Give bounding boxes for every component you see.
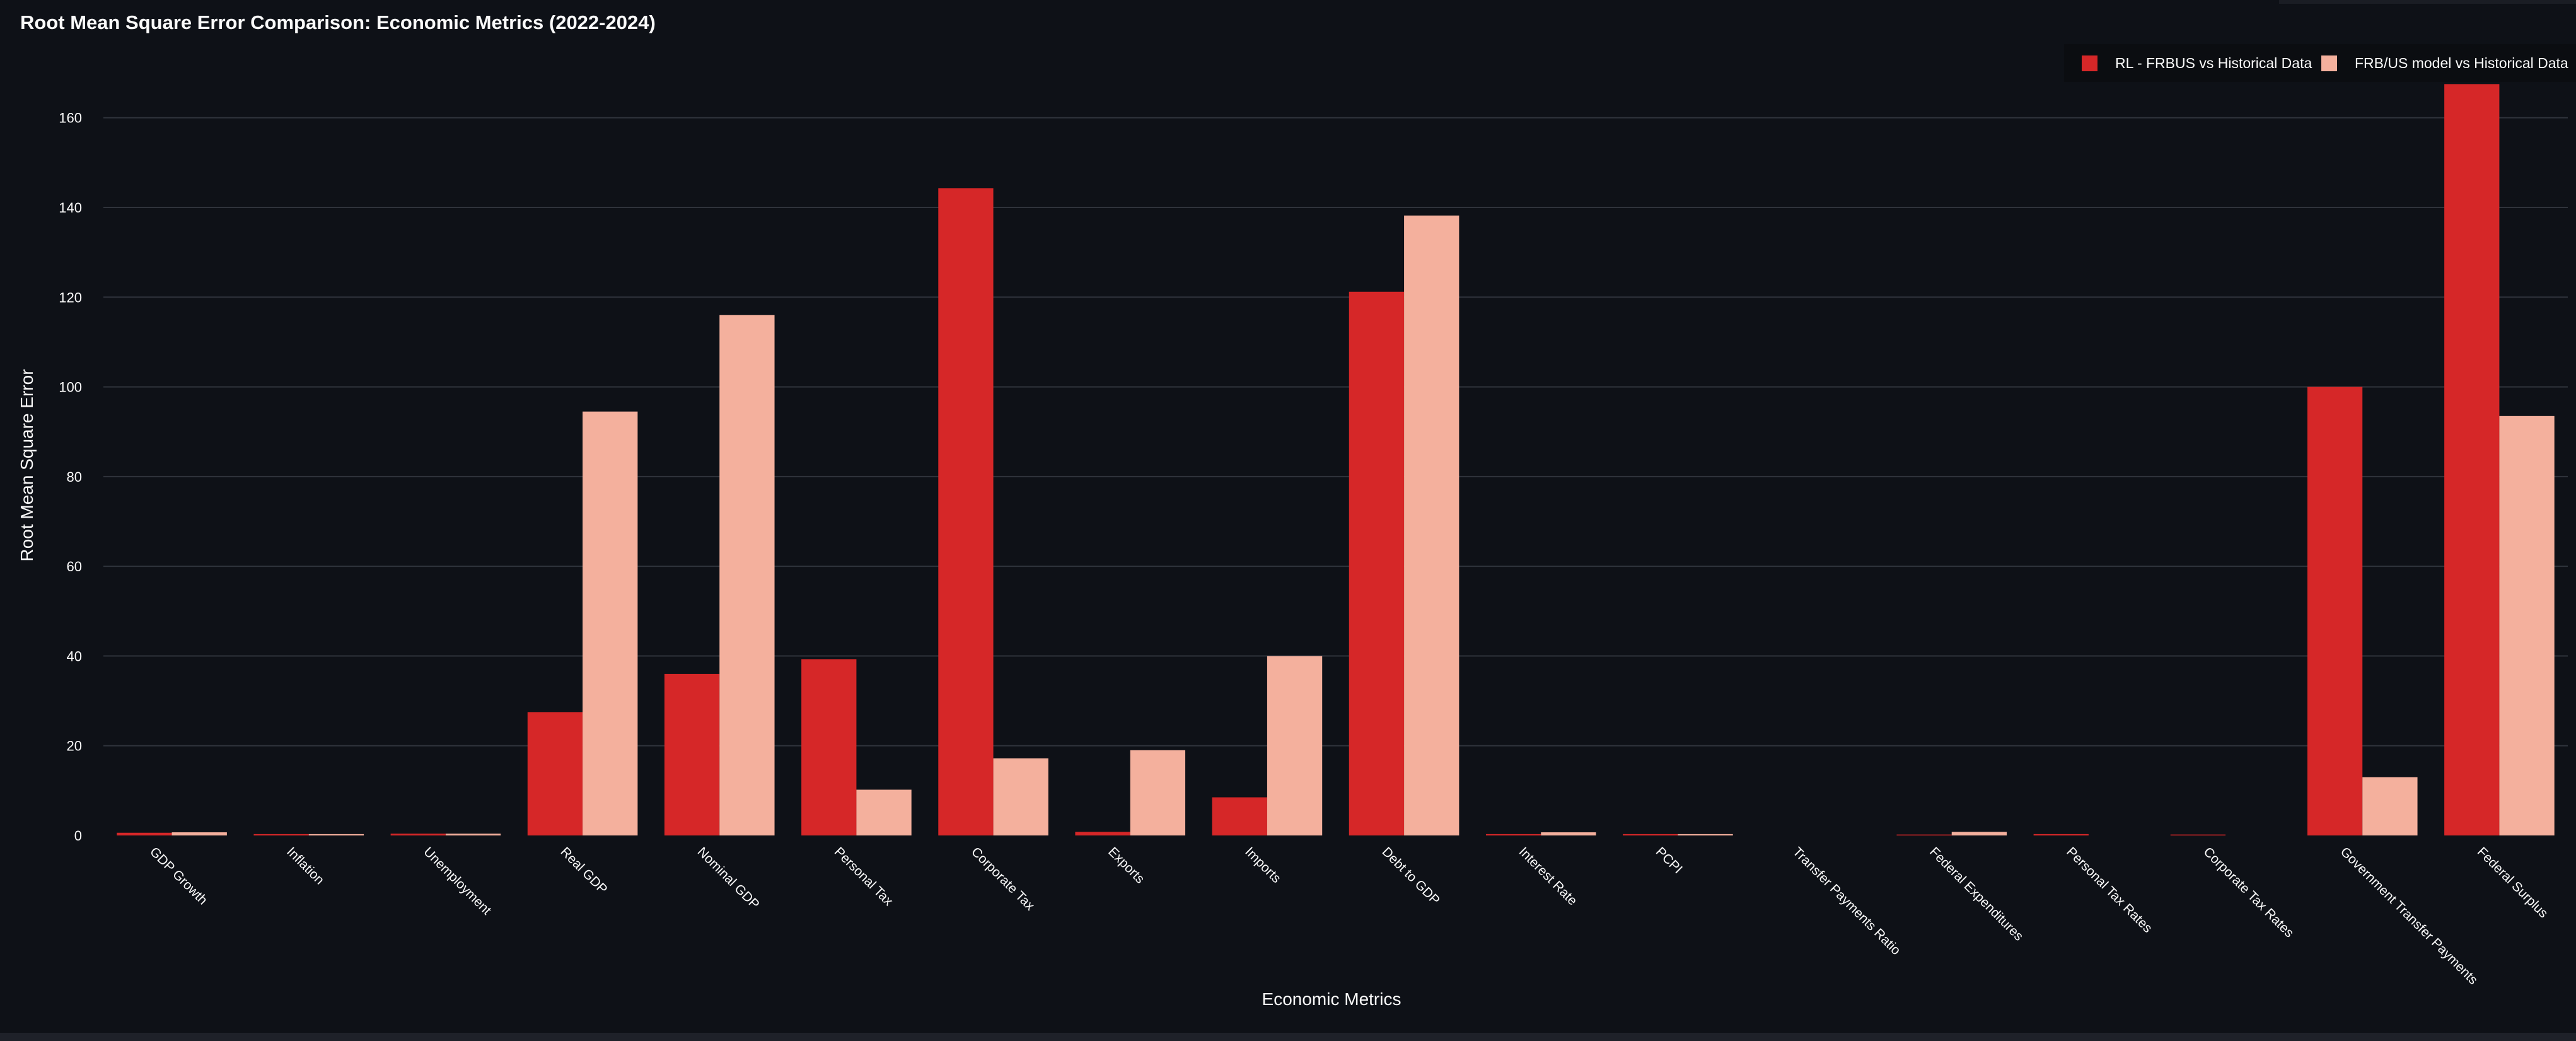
x-tick-label: Government Transfer Payments xyxy=(2338,844,2481,987)
bar-rl-frbus xyxy=(2444,84,2499,835)
bar-rl-frbus xyxy=(1623,834,1678,835)
y-axis-title: Root Mean Square Error xyxy=(17,369,37,561)
x-tick-label: Exports xyxy=(1105,844,1147,887)
bar-rl-frbus xyxy=(253,834,308,835)
x-tick-label: Unemployment xyxy=(421,844,494,917)
x-tick-label: Personal Tax xyxy=(832,844,896,909)
y-tick-label: 40 xyxy=(67,648,82,664)
x-axis-title: Economic Metrics xyxy=(1262,989,1401,1009)
bar-frbus-model xyxy=(719,315,774,835)
x-tick-label: GDP Growth xyxy=(147,844,210,907)
x-tick-label: Imports xyxy=(1242,844,1284,886)
y-tick-label: 60 xyxy=(67,559,82,574)
y-tick-label: 80 xyxy=(67,469,82,485)
x-tick-label: Debt to GDP xyxy=(1379,844,1442,907)
bar-frbus-model xyxy=(2362,777,2417,835)
bar-rl-frbus xyxy=(938,188,993,835)
bar-rl-frbus xyxy=(801,659,856,835)
bar-rl-frbus xyxy=(2307,387,2362,835)
y-tick-label: 0 xyxy=(74,828,82,844)
x-tick-label: Federal Expenditures xyxy=(1927,844,2026,943)
bar-frbus-model xyxy=(994,759,1048,835)
bar-rl-frbus xyxy=(664,674,719,835)
bar-frbus-model xyxy=(1541,832,1596,835)
y-tick-label: 120 xyxy=(59,289,82,305)
bar-frbus-model xyxy=(1267,656,1322,835)
bar-rl-frbus xyxy=(1349,292,1404,835)
y-tick-label: 140 xyxy=(59,200,82,216)
bar-rl-frbus xyxy=(1075,832,1130,835)
x-tick-label: Federal Surplus xyxy=(2474,844,2551,921)
bar-frbus-model xyxy=(172,832,227,835)
y-tick-label: 160 xyxy=(59,110,82,126)
bar-frbus-model xyxy=(856,789,911,835)
x-tick-label: Personal Tax Rates xyxy=(2063,844,2155,936)
bar-frbus-model xyxy=(1130,750,1185,835)
bar-rl-frbus xyxy=(1212,798,1267,835)
x-tick-label: Inflation xyxy=(284,844,327,887)
bar-frbus-model xyxy=(446,834,501,835)
bar-frbus-model xyxy=(1404,216,1459,835)
bar-frbus-model xyxy=(309,834,364,835)
x-tick-label: Corporate Tax xyxy=(968,844,1038,914)
x-tick-label: PCPI xyxy=(1653,844,1685,876)
bar-frbus-model xyxy=(2499,416,2554,835)
x-tick-label: Interest Rate xyxy=(1516,844,1580,908)
x-tick-label: Transfer Payments Ratio xyxy=(1790,844,1903,958)
y-tick-label: 20 xyxy=(67,738,82,754)
x-tick-label: Nominal GDP xyxy=(695,844,762,912)
bar-frbus-model xyxy=(1678,834,1732,835)
bar-rl-frbus xyxy=(1486,834,1541,835)
y-tick-label: 100 xyxy=(59,380,82,395)
bar-rl-frbus xyxy=(528,712,583,835)
bar-frbus-model xyxy=(583,412,637,835)
x-tick-label: Real GDP xyxy=(558,844,610,897)
bar-rl-frbus xyxy=(2034,834,2089,835)
x-tick-label: Corporate Tax Rates xyxy=(2201,844,2297,940)
bar-frbus-model xyxy=(1952,832,2007,835)
bottom-bar xyxy=(0,1033,2576,1041)
bar-rl-frbus xyxy=(117,833,171,835)
bar-rl-frbus xyxy=(391,834,446,835)
